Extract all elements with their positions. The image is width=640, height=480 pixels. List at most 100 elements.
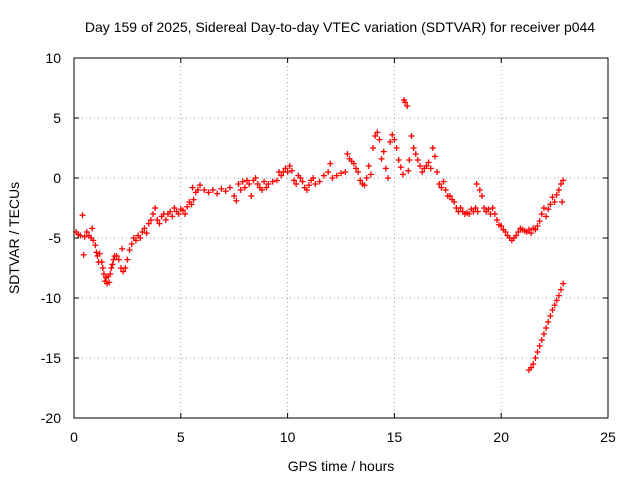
- data-point: [235, 181, 242, 187]
- data-point: [291, 177, 298, 184]
- data-point: [293, 181, 300, 187]
- data-point: [536, 343, 543, 349]
- data-point: [551, 302, 558, 309]
- data-point: [124, 256, 131, 263]
- data-point: [79, 212, 86, 219]
- data-point: [261, 178, 268, 185]
- data-point: [305, 182, 312, 189]
- data-point: [440, 178, 447, 185]
- data-point: [560, 280, 567, 287]
- data-point: [141, 225, 148, 232]
- data-point: [100, 271, 107, 277]
- data-point: [355, 169, 362, 175]
- data-point: [357, 177, 364, 184]
- data-point: [528, 364, 535, 371]
- data-point: [189, 184, 196, 191]
- data-point: [410, 145, 417, 151]
- data-point: [397, 164, 404, 171]
- data-point: [96, 250, 103, 257]
- data-point: [374, 129, 381, 136]
- data-point: [417, 163, 424, 169]
- data-point: [237, 187, 244, 193]
- data-point: [498, 223, 505, 229]
- data-point: [90, 237, 97, 244]
- data-point: [425, 159, 432, 166]
- data-point: [93, 249, 100, 256]
- data-point: [473, 181, 480, 187]
- data-point: [77, 232, 84, 239]
- data-point: [406, 157, 413, 163]
- x-tick-label: 10: [280, 429, 296, 445]
- data-point: [156, 220, 163, 227]
- data-point: [89, 225, 96, 232]
- data-point: [109, 261, 116, 268]
- data-point: [282, 165, 289, 172]
- data-point: [536, 218, 543, 225]
- data-point: [429, 145, 436, 151]
- data-point: [485, 206, 492, 213]
- data-point: [194, 187, 201, 193]
- chart-title: Day 159 of 2025, Sidereal Day-to-day VTE…: [85, 19, 595, 35]
- data-point: [342, 169, 349, 175]
- data-point: [154, 217, 161, 223]
- data-point: [218, 185, 225, 192]
- data-point: [442, 187, 449, 193]
- data-point: [175, 211, 182, 217]
- y-axis-label: SDTVAR / TECUs: [6, 182, 22, 294]
- data-point: [81, 233, 88, 240]
- data-point: [540, 331, 547, 337]
- data-point: [182, 211, 189, 217]
- data-point: [239, 178, 246, 185]
- data-point: [365, 163, 372, 169]
- data-point: [532, 226, 539, 233]
- data-point: [378, 155, 385, 162]
- data-point: [222, 188, 229, 195]
- data-point: [303, 187, 310, 193]
- data-point: [389, 131, 396, 138]
- data-point: [107, 271, 114, 277]
- data-point: [395, 157, 402, 163]
- data-point: [402, 99, 409, 106]
- data-point: [120, 268, 127, 275]
- data-point: [481, 205, 488, 211]
- data-point: [534, 223, 541, 229]
- data-point: [549, 194, 556, 201]
- data-point: [547, 201, 554, 208]
- data-point: [436, 181, 443, 187]
- data-point: [147, 217, 154, 223]
- data-point: [162, 217, 169, 223]
- data-point: [244, 177, 251, 184]
- data-point: [327, 160, 334, 167]
- data-point: [265, 181, 272, 187]
- data-point: [423, 163, 430, 169]
- data-point: [434, 169, 441, 175]
- data-point: [553, 297, 560, 304]
- data-point: [489, 205, 496, 211]
- data-point: [513, 232, 520, 239]
- data-point: [312, 181, 319, 187]
- y-tick-label: -20: [41, 410, 61, 426]
- data-point: [515, 229, 522, 235]
- data-point: [408, 133, 415, 139]
- data-point: [92, 242, 99, 249]
- data-point: [98, 259, 105, 265]
- data-point: [145, 220, 152, 227]
- data-point: [472, 205, 479, 211]
- data-point: [128, 241, 135, 247]
- data-point: [231, 193, 238, 199]
- data-point: [184, 203, 191, 210]
- data-point: [106, 279, 113, 286]
- data-point: [431, 153, 438, 160]
- data-point: [171, 205, 178, 211]
- data-point: [427, 165, 434, 172]
- data-point: [551, 199, 558, 205]
- data-point: [310, 175, 317, 181]
- data-point: [338, 170, 344, 177]
- data-point: [248, 193, 255, 199]
- data-point: [143, 230, 150, 237]
- x-tick-label: 25: [600, 429, 616, 445]
- data-point: [108, 265, 115, 271]
- data-point: [399, 171, 406, 178]
- tick-labels: 0 5 10 15 20 25 -20 -15 -10 -5 0 5 10: [41, 50, 616, 445]
- data-point: [538, 337, 545, 343]
